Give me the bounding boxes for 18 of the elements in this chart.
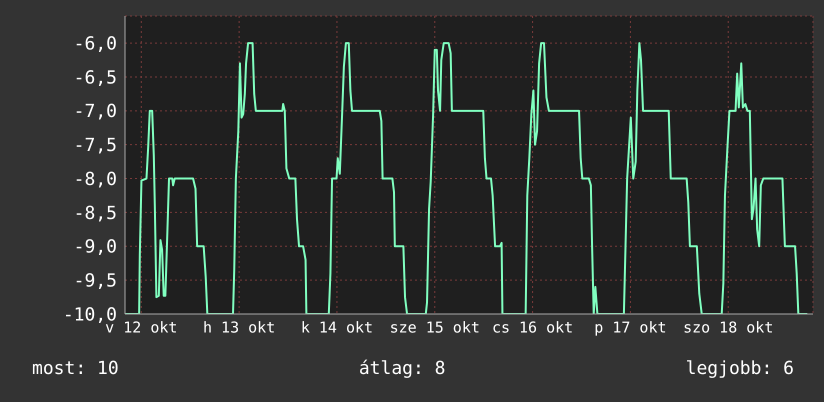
y-tick-label: -7,5 [74,135,117,156]
x-tick-label: cs 16 okt [492,318,574,337]
text: most: 10 [32,358,119,379]
y-tick-label: -8,0 [74,168,117,190]
y-tick-label: -6,0 [74,33,117,54]
x-tick-label: p 17 okt [594,318,667,337]
text: átlag: 8 [358,358,446,379]
x-tick-label: sze 15 okt [390,318,480,337]
y-tick-label: -8,5 [74,202,117,224]
x-tick-label: szo 18 okt [683,318,774,337]
y-tick-label: -6,5 [74,67,117,88]
y-tick-label: -7,0 [74,101,117,122]
x-tick-label: k 14 okt [300,318,374,337]
y-tick-label: -9,0 [74,236,117,258]
y-tick-label: -9,5 [74,270,117,292]
text: legjobb: 6 [686,358,794,379]
x-tick-label: h 13 okt [203,318,276,337]
y-tick-label: -10,0 [62,304,117,326]
